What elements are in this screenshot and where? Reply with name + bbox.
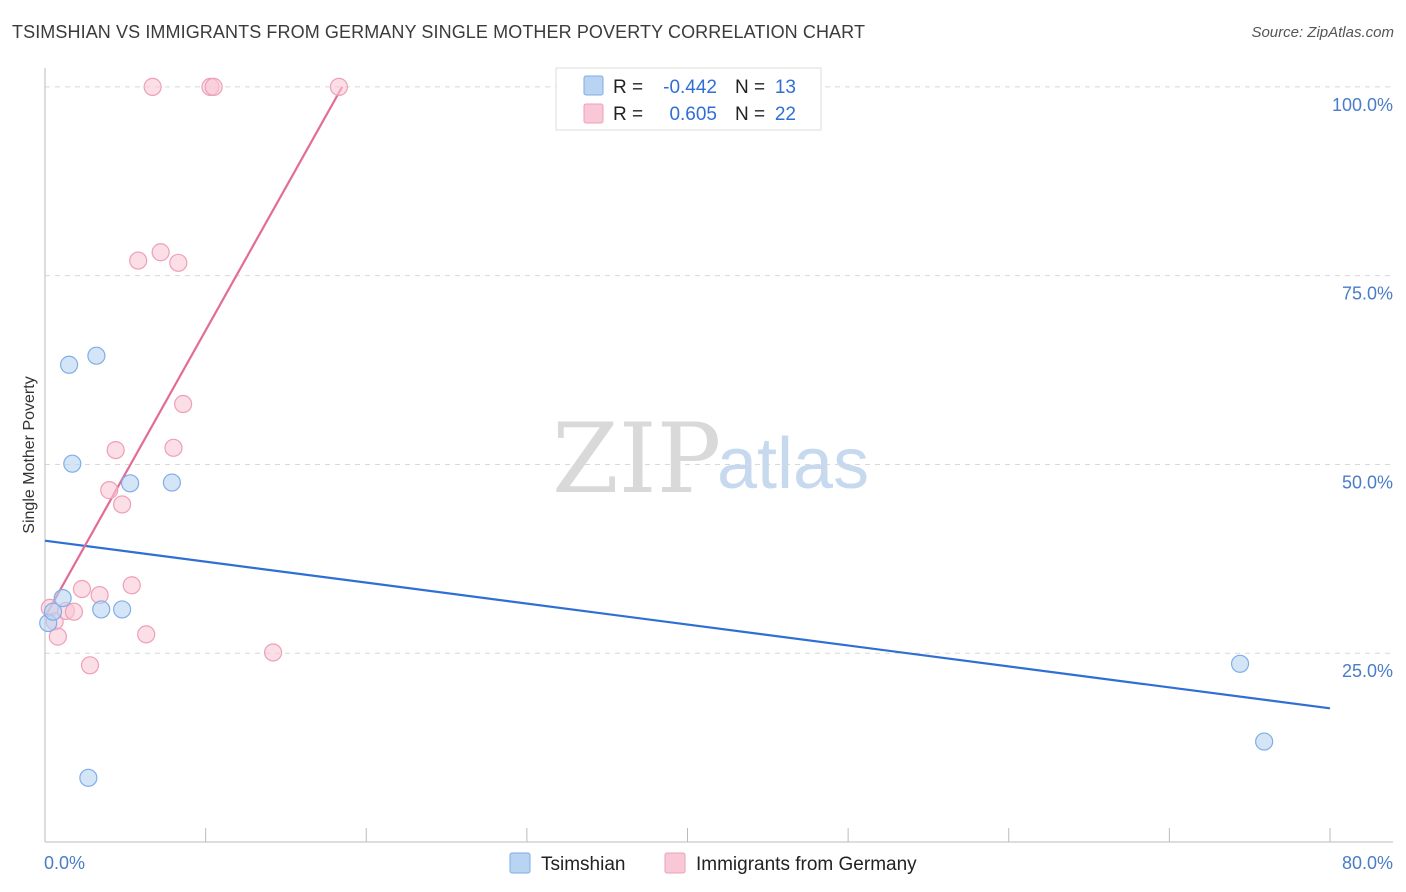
data-point-pink (100, 481, 119, 500)
data-point-pink (48, 627, 67, 646)
y-tick-label: 50.0% (1342, 472, 1393, 492)
data-point-pink (143, 77, 162, 96)
x-tick-label-max: 80.0% (1342, 853, 1393, 873)
data-point-pink (151, 243, 170, 262)
bottom-legend-swatch-tsimshian (509, 852, 531, 874)
stats-legend: R = -0.442 N = 13 R = 0.605 N = 22 (555, 67, 822, 131)
grid (45, 86, 1393, 654)
data-points (39, 77, 1274, 787)
legend-swatch-tsimshian (583, 75, 604, 96)
data-point-pink (174, 394, 193, 414)
data-point-pink (129, 251, 148, 270)
data-point-pink (106, 440, 125, 460)
legend-r-label-1: R = (613, 77, 643, 98)
legend-r-value-2: 0.605 (669, 104, 717, 125)
trend-line-blue (44, 539, 1331, 710)
watermark: ZIP atlas (552, 403, 869, 515)
data-point-pink (112, 495, 132, 514)
data-point-blue (1255, 732, 1274, 751)
data-point-blue (162, 473, 181, 492)
data-point-pink (263, 643, 283, 662)
data-point-pink (169, 253, 188, 272)
data-point-blue (79, 768, 98, 787)
y-tick-label: 25.0% (1342, 661, 1393, 681)
trend-lines (44, 86, 1331, 710)
x-tick-label-min: 0.0% (44, 853, 85, 873)
legend-n-label-1: N = (735, 77, 765, 98)
legend-n-value-2: 22 (775, 104, 796, 125)
data-point-pink (80, 656, 100, 675)
x-ticks (205, 828, 1331, 842)
data-point-blue (92, 600, 111, 619)
bottom-legend-label-tsimshian: Tsimshian (541, 854, 625, 875)
series-legend: Tsimshian Immigrants from Germany (509, 852, 917, 875)
y-tick-labels: 25.0% 50.0% 75.0% 100.0% (1332, 95, 1393, 681)
data-point-blue (1230, 654, 1250, 673)
bottom-legend-label-germany: Immigrants from Germany (696, 854, 917, 875)
y-tick-label: 100.0% (1332, 95, 1393, 115)
legend-r-label-2: R = (613, 104, 643, 125)
data-point-pink (329, 77, 349, 96)
legend-r-value-1: -0.442 (663, 77, 717, 98)
data-point-pink (72, 579, 92, 599)
legend-swatch-germany (583, 103, 604, 124)
trend-line-pink (44, 86, 344, 618)
watermark-atlas: atlas (717, 424, 869, 504)
watermark-zip: ZIP (552, 403, 721, 515)
bottom-legend-swatch-germany (664, 852, 686, 874)
source-label: Source: ZipAtlas.com (1251, 24, 1394, 41)
data-point-pink (64, 602, 84, 621)
data-point-pink (204, 77, 223, 96)
data-point-pink (122, 576, 141, 595)
data-point-blue (63, 454, 82, 473)
data-point-blue (112, 600, 132, 619)
data-point-blue (87, 346, 106, 365)
chart-title: TSIMSHIAN VS IMMIGRANTS FROM GERMANY SIN… (12, 22, 866, 42)
data-point-pink (164, 438, 183, 457)
data-point-blue (43, 602, 63, 621)
data-point-pink (137, 625, 156, 644)
legend-n-label-2: N = (735, 104, 765, 125)
y-axis-label: Single Mother Poverty (21, 376, 38, 533)
legend-n-value-1: 13 (775, 77, 796, 98)
data-point-blue (121, 474, 140, 493)
data-point-blue (53, 588, 72, 608)
y-tick-label: 75.0% (1342, 284, 1393, 304)
data-point-blue (59, 355, 79, 374)
